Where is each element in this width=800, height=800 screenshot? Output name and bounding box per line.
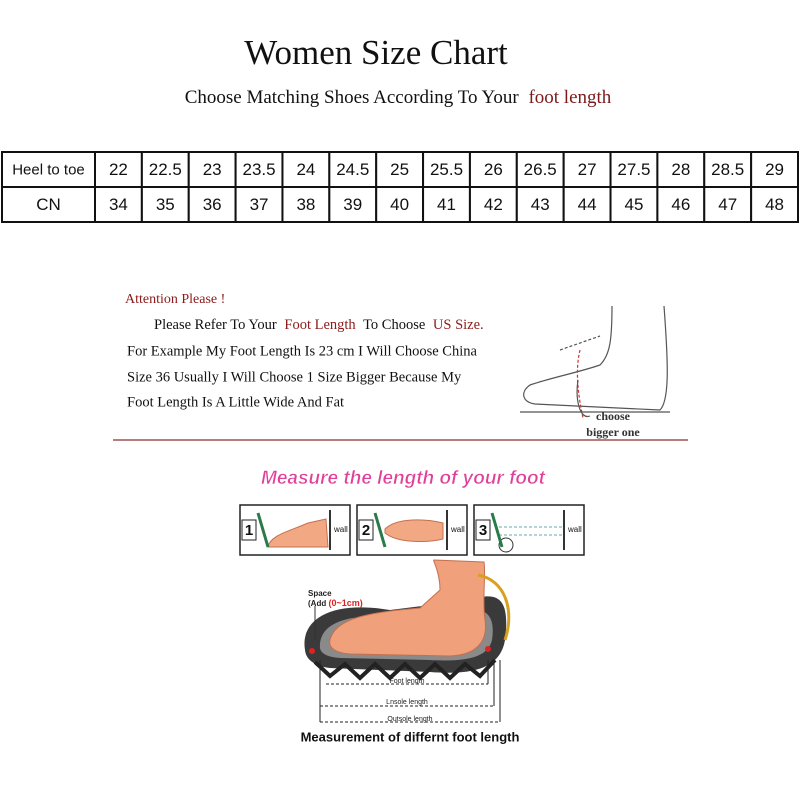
cell-text: 38 [296, 195, 315, 214]
cell-text: 29 [765, 160, 784, 179]
table-cell [187, 186, 237, 223]
steps: 1 wall 2 wall 3 wall [239, 504, 585, 556]
table-cell [234, 186, 284, 223]
table-cell [1, 186, 96, 223]
table-cell [422, 186, 471, 223]
cell-text: 27.5 [617, 160, 650, 179]
sketch-label: choose [596, 409, 631, 423]
pencil [490, 512, 504, 548]
cell-text: 28 [671, 160, 690, 179]
attention-line: Foot Length Is A Little Wide And Fat [127, 394, 344, 410]
attention-line: For Example My Foot Length Is 23 cm I Wi… [127, 343, 478, 359]
cell-text: 41 [437, 195, 456, 214]
text: (Add [308, 599, 326, 608]
table-cell [140, 186, 190, 223]
cell-text: 39 [343, 195, 362, 214]
space-add: (Add (0~1cm) [308, 598, 363, 608]
cell-text: 23.5 [242, 160, 275, 179]
cell-text: 27 [578, 160, 597, 179]
step-label: wall [567, 525, 582, 534]
cell-text: 42 [484, 195, 503, 214]
cell-text: 26.5 [524, 160, 557, 179]
step-number-box [241, 519, 257, 541]
step-number: 1 [245, 522, 253, 539]
text: Please Refer To Your [154, 317, 277, 333]
table-cell [750, 186, 800, 223]
cell-text: 22.5 [149, 160, 182, 179]
highlight: Foot Length [284, 317, 356, 333]
pencil [256, 512, 270, 548]
marker [485, 646, 491, 652]
cell-text: 25 [390, 160, 409, 179]
length-label: Foot length [389, 678, 424, 685]
foot-sketch [520, 305, 670, 419]
cell-text: 44 [578, 195, 597, 214]
pencil [373, 512, 387, 548]
cell-text: 26 [484, 160, 503, 179]
table-cell [562, 186, 612, 223]
cell-text: 43 [531, 195, 550, 214]
cell-text: 40 [390, 195, 409, 214]
coin-icon [498, 537, 514, 553]
cell-text: 24.5 [336, 160, 369, 179]
table-cell [703, 186, 753, 223]
foot-icon [267, 518, 329, 548]
measure-title: Measure the length of your foot [261, 468, 546, 489]
step-label: wall [333, 525, 348, 534]
table-cell [375, 151, 425, 188]
highlight: (0~1cm) [328, 598, 362, 608]
table-cell [515, 186, 565, 223]
cell-text: 28.5 [711, 160, 744, 179]
length-label: Lnsole length [386, 699, 428, 706]
size-table: Heel to toe 22 22.5 23 23.5 24 24.5 25 25.5 26 26.… [1, 151, 800, 223]
step-label: wall [450, 525, 465, 534]
measure-section: Measure the length of your foot 1 wall 2 wa… [239, 468, 585, 744]
step-number-box [358, 519, 374, 541]
cell-text: 23 [203, 160, 222, 179]
cell-text: 34 [109, 195, 128, 214]
foot-icon [384, 519, 444, 542]
table-cell [328, 186, 378, 223]
table-cell [468, 151, 518, 188]
subtitle-highlight: foot length [528, 87, 611, 108]
shoe-diagram [304, 559, 511, 723]
cell-text: 25.5 [430, 160, 463, 179]
space-label: Space [308, 589, 332, 598]
measure-caption: Measurement of differnt foot length [301, 729, 520, 744]
cell-text: CN [36, 195, 61, 214]
step-number: 3 [479, 522, 487, 539]
cell-text: 22 [109, 160, 128, 179]
text: To Choose [363, 317, 425, 333]
marker [309, 648, 315, 654]
step-number: 2 [362, 522, 370, 539]
highlight: US Size. [433, 317, 484, 333]
cell-text: 36 [203, 195, 222, 214]
sketch-label: bigger one [586, 425, 640, 439]
attention-heading: Attention Please ! [125, 292, 225, 307]
attention-line: Size 36 Usually I Will Choose 1 Size Big… [127, 369, 462, 385]
cell-text: 45 [625, 195, 644, 214]
cell-text: 48 [765, 195, 784, 214]
length-label: Outsole length [387, 716, 432, 723]
cell-text: 47 [718, 195, 737, 214]
cell-text: 37 [250, 195, 269, 214]
attention-line: Please Refer To Your Foot Length To Choo… [154, 317, 484, 333]
table-cell [750, 151, 800, 188]
cell-text: 35 [156, 195, 175, 214]
subtitle-text: Choose Matching Shoes According To Your [185, 87, 520, 108]
cell-text: Heel to toe [12, 161, 85, 178]
cell-text: 24 [296, 160, 315, 179]
step-number-box [475, 519, 491, 541]
attention-block: Attention Please ! Please Refer To Your … [113, 292, 688, 441]
table-cell [609, 186, 659, 223]
cell-text: 46 [671, 195, 690, 214]
title: Women Size Chart [244, 33, 508, 72]
subtitle: Choose Matching Shoes According To Your … [185, 87, 612, 108]
